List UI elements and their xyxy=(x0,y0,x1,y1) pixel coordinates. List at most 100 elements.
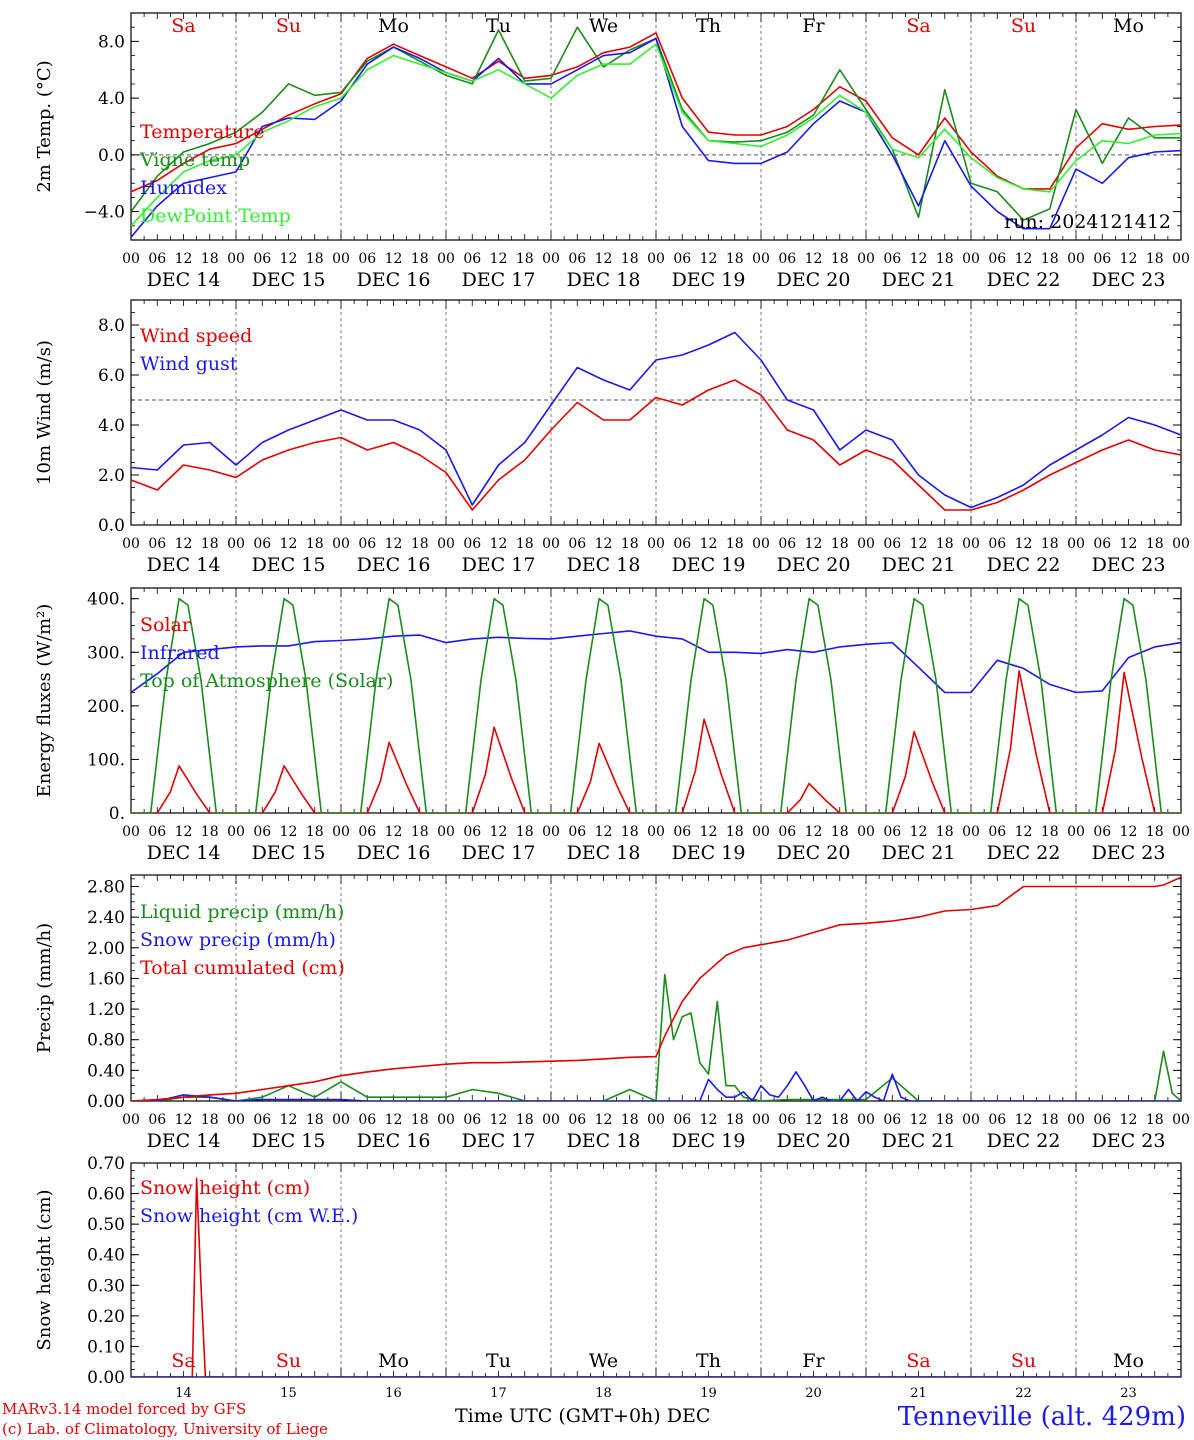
y-tick-label: 0.0 xyxy=(98,516,125,536)
x-date-label: DEC 16 xyxy=(357,554,431,576)
x-hour-label: 18 xyxy=(516,824,534,840)
x-hour-label: 00 xyxy=(332,251,350,267)
x-hour-label: 18 xyxy=(1146,251,1164,267)
x-date-label: DEC 14 xyxy=(147,269,221,291)
x-date-label: DEC 22 xyxy=(987,1130,1061,1152)
y-tick-label: 2.00 xyxy=(87,939,125,959)
x-hour-label: 12 xyxy=(910,1112,928,1128)
legend-entry: Wind gust xyxy=(140,353,238,375)
x-hour-label: 18 xyxy=(831,1112,849,1128)
y-tick-label: 0.0 xyxy=(98,146,125,166)
x-hour-label: 12 xyxy=(385,251,403,267)
x-hour-label: 00 xyxy=(962,251,980,267)
day-number-label: 14 xyxy=(175,1386,192,1401)
x-hour-label: 12 xyxy=(595,824,613,840)
weekday-label: Su xyxy=(276,1350,301,1372)
y-tick-label: 0.30 xyxy=(87,1276,125,1296)
x-hour-label: 18 xyxy=(411,824,429,840)
weekday-label: We xyxy=(589,1350,618,1372)
y-tick-label: 0.20 xyxy=(87,1307,125,1327)
x-hour-label: 06 xyxy=(988,251,1006,267)
x-hour-label: 18 xyxy=(411,251,429,267)
chart-panel-5: 0.00 0.10 0.20 0.30 0.40 0.50 0.60 0.70 Snow hei… xyxy=(34,1154,1182,1401)
x-hour-label: 00 xyxy=(962,536,980,552)
x-hour-label: 18 xyxy=(831,251,849,267)
weekday-label: Sa xyxy=(906,1350,930,1372)
x-hour-label: 18 xyxy=(936,1112,954,1128)
x-date-label: DEC 18 xyxy=(567,1130,641,1152)
y-tick-label: 200. xyxy=(87,697,125,717)
x-hour-label: 06 xyxy=(778,251,796,267)
month-label: DEC xyxy=(666,1405,711,1427)
y-tick-label: 8.0 xyxy=(98,316,125,336)
x-hour-label: 06 xyxy=(673,824,691,840)
x-hour-label: 06 xyxy=(253,251,271,267)
model-credit: MARv3.14 model forced by GFS xyxy=(2,1400,247,1418)
x-hour-label: 00 xyxy=(752,1112,770,1128)
x-hour-label: 00 xyxy=(647,251,665,267)
x-hour-label: 12 xyxy=(385,536,403,552)
x-hour-label: 00 xyxy=(857,1112,875,1128)
x-hour-label: 00 xyxy=(1067,251,1085,267)
x-date-label: DEC 14 xyxy=(147,842,221,864)
x-hour-label: 12 xyxy=(700,251,718,267)
x-hour-label: 06 xyxy=(778,1112,796,1128)
x-hour-label: 18 xyxy=(201,824,219,840)
x-hour-label: 18 xyxy=(306,1112,324,1128)
x-date-label: DEC 20 xyxy=(777,1130,851,1152)
x-hour-label: 00 xyxy=(857,251,875,267)
x-hour-label: 18 xyxy=(831,536,849,552)
x-hour-label: 06 xyxy=(883,251,901,267)
series-temperature xyxy=(131,32,1181,193)
series-wind-gust xyxy=(131,331,1181,509)
x-hour-label: 12 xyxy=(175,251,193,267)
series-humidex xyxy=(131,37,1181,238)
x-date-label: DEC 20 xyxy=(777,554,851,576)
x-hour-label: 00 xyxy=(437,536,455,552)
x-hour-label: 06 xyxy=(148,536,166,552)
x-hour-label: 00 xyxy=(647,536,665,552)
x-date-label: DEC 15 xyxy=(252,269,326,291)
time-axis-title: Time UTC (GMT+0h) DEC xyxy=(455,1405,710,1427)
x-hour-label: 12 xyxy=(805,1112,823,1128)
x-hour-label: 00 xyxy=(227,251,245,267)
x-hour-label: 06 xyxy=(778,824,796,840)
y-tick-label: 0. xyxy=(109,804,125,824)
x-hour-label: 00 xyxy=(122,1112,140,1128)
x-date-label: DEC 18 xyxy=(567,842,641,864)
x-hour-label: 12 xyxy=(280,1112,298,1128)
y-tick-label: 2.80 xyxy=(87,877,125,897)
series-group xyxy=(131,331,1181,511)
x-hour-label: 18 xyxy=(936,824,954,840)
x-date-label: DEC 19 xyxy=(672,1130,746,1152)
x-date-label: DEC 21 xyxy=(882,269,956,291)
weekday-label: Tu xyxy=(486,1350,511,1372)
x-hour-label: 18 xyxy=(1146,536,1164,552)
series-solar xyxy=(131,670,1181,813)
x-hour-label: 18 xyxy=(411,1112,429,1128)
x-hour-label: 18 xyxy=(201,1112,219,1128)
x-hour-label: 18 xyxy=(621,251,639,267)
x-hour-label: 06 xyxy=(1093,251,1111,267)
x-hour-label: 00 xyxy=(332,824,350,840)
weekday-label: Th xyxy=(696,15,721,37)
x-hour-label: 06 xyxy=(568,251,586,267)
x-date-label: DEC 16 xyxy=(357,1130,431,1152)
x-hour-label: 06 xyxy=(463,251,481,267)
x-hour-label: 00 xyxy=(1067,824,1085,840)
plot-frame xyxy=(130,299,1182,526)
x-hour-label: 18 xyxy=(1041,536,1059,552)
y-tick-label: 300. xyxy=(87,643,125,663)
chart-panel-1: −4.0 0.0 4.0 8.0 2m Temp. (°C) 00 06 12 18 DEC 14… xyxy=(34,12,1190,291)
chart-panel-3: 0. 100. 200. 300. 400. Energy fluxes (W/m²) 00… xyxy=(34,587,1190,864)
x-hour-label: 18 xyxy=(306,251,324,267)
x-hour-label: 12 xyxy=(385,824,403,840)
x-hour-label: 12 xyxy=(1120,251,1138,267)
day-number-label: 21 xyxy=(910,1386,927,1401)
x-hour-label: 18 xyxy=(621,1112,639,1128)
x-date-label: DEC 23 xyxy=(1092,554,1166,576)
x-date-label: DEC 16 xyxy=(357,842,431,864)
x-hour-label: 00 xyxy=(542,536,560,552)
y-axis-label: 2m Temp. (°C) xyxy=(34,60,55,192)
legend-entry: Top of Atmosphere (Solar) xyxy=(140,670,393,692)
